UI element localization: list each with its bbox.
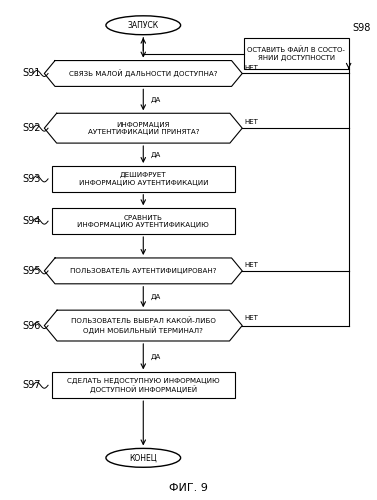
Text: СРАВНИТЬ
ИНФОРМАЦИЮ АУТЕНТИФИКАЦИЮ: СРАВНИТЬ ИНФОРМАЦИЮ АУТЕНТИФИКАЦИЮ [77, 214, 209, 228]
Text: КОНЕЦ: КОНЕЦ [129, 454, 157, 462]
Text: S98: S98 [352, 23, 371, 33]
Text: ПОЛЬЗОВАТЕЛЬ АУТЕНТИФИЦИРОВАН?: ПОЛЬЗОВАТЕЛЬ АУТЕНТИФИЦИРОВАН? [70, 268, 216, 274]
Text: НЕТ: НЕТ [244, 64, 258, 70]
Text: S91: S91 [22, 68, 40, 78]
Text: ДА: ДА [151, 97, 161, 103]
Text: НЕТ: НЕТ [244, 315, 258, 321]
Text: СВЯЗЬ МАЛОЙ ДАЛЬНОСТИ ДОСТУПНА?: СВЯЗЬ МАЛОЙ ДАЛЬНОСТИ ДОСТУПНА? [69, 70, 218, 78]
Text: ИНФОРМАЦИЯ
АУТЕНТИФИКАЦИИ ПРИНЯТА?: ИНФОРМАЦИЯ АУТЕНТИФИКАЦИИ ПРИНЯТА? [87, 122, 199, 135]
Text: ЗАПУСК: ЗАПУСК [128, 21, 159, 30]
Text: S96: S96 [22, 320, 40, 330]
Text: ФИГ. 9: ФИГ. 9 [169, 482, 207, 492]
Text: ДА: ДА [151, 294, 161, 300]
Text: ДЕШИФРУЕТ
ИНФОРМАЦИЮ АУТЕНТИФИКАЦИИ: ДЕШИФРУЕТ ИНФОРМАЦИЮ АУТЕНТИФИКАЦИИ [78, 172, 208, 186]
Text: S97: S97 [22, 380, 40, 390]
Text: НЕТ: НЕТ [244, 119, 258, 125]
Text: S93: S93 [22, 174, 40, 184]
Text: S92: S92 [22, 123, 40, 133]
Text: ОСТАВИТЬ ФАЙЛ В СОСТО-
ЯНИИ ДОСТУПНОСТИ: ОСТАВИТЬ ФАЙЛ В СОСТО- ЯНИИ ДОСТУПНОСТИ [247, 46, 345, 60]
Text: СДЕЛАТЬ НЕДОСТУПНУЮ ИНФОРМАЦИЮ
ДОСТУПНОЙ ИНФОРМАЦИЕЙ: СДЕЛАТЬ НЕДОСТУПНУЮ ИНФОРМАЦИЮ ДОСТУПНОЙ… [67, 378, 219, 393]
Text: НЕТ: НЕТ [244, 262, 258, 268]
Text: ДА: ДА [151, 354, 161, 360]
Text: S95: S95 [22, 266, 40, 276]
Text: ДА: ДА [151, 152, 161, 158]
Text: S94: S94 [22, 216, 40, 226]
Text: ПОЛЬЗОВАТЕЛЬ ВЫБРАЛ КАКОЙ-ЛИБО
ОДИН МОБИЛЬНЫЙ ТЕРМИНАЛ?: ПОЛЬЗОВАТЕЛЬ ВЫБРАЛ КАКОЙ-ЛИБО ОДИН МОБИ… [71, 318, 216, 334]
